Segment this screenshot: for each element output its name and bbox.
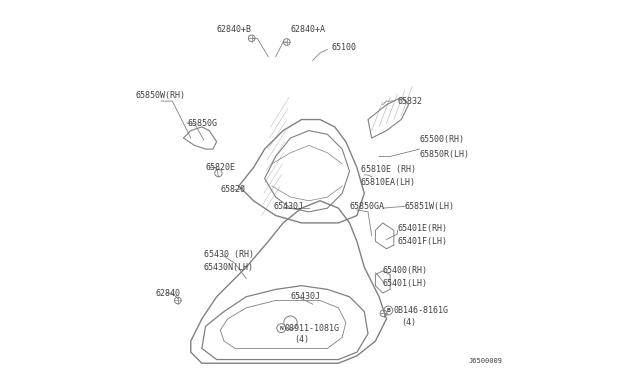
Text: J6500009: J6500009	[468, 358, 503, 364]
Text: 65100: 65100	[331, 43, 356, 52]
Text: 65500(RH): 65500(RH)	[420, 135, 465, 144]
Text: N: N	[279, 326, 283, 331]
Text: 65430J: 65430J	[291, 292, 321, 301]
Text: 65430N(LH): 65430N(LH)	[204, 263, 253, 272]
Text: 65401(LH): 65401(LH)	[383, 279, 428, 288]
Text: 65810EA(LH): 65810EA(LH)	[360, 178, 415, 187]
Text: 0B146-8161G: 0B146-8161G	[393, 306, 448, 315]
Text: 62840+B: 62840+B	[216, 25, 252, 33]
Text: 65401F(LH): 65401F(LH)	[397, 237, 447, 246]
Text: 65850G: 65850G	[187, 119, 217, 128]
Text: 65810E (RH): 65810E (RH)	[360, 165, 415, 174]
Text: 65400(RH): 65400(RH)	[383, 266, 428, 275]
Text: 65820E: 65820E	[205, 163, 236, 172]
Text: 65832: 65832	[397, 97, 422, 106]
Text: B: B	[387, 308, 390, 313]
Text: 08911-1081G: 08911-1081G	[285, 324, 340, 333]
Text: 65820: 65820	[220, 185, 245, 194]
Text: 65850W(RH): 65850W(RH)	[136, 91, 186, 100]
Text: (4): (4)	[294, 336, 309, 344]
Text: 65851W(LH): 65851W(LH)	[405, 202, 455, 211]
Text: 65430J: 65430J	[274, 202, 304, 211]
Text: 62840: 62840	[156, 289, 180, 298]
Text: 65850GA: 65850GA	[349, 202, 385, 211]
Text: 65430 (RH): 65430 (RH)	[204, 250, 253, 259]
Text: 65401E(RH): 65401E(RH)	[397, 224, 447, 233]
Text: (4): (4)	[401, 318, 416, 327]
Text: 65850R(LH): 65850R(LH)	[420, 150, 470, 159]
Text: 62840+A: 62840+A	[291, 25, 326, 33]
